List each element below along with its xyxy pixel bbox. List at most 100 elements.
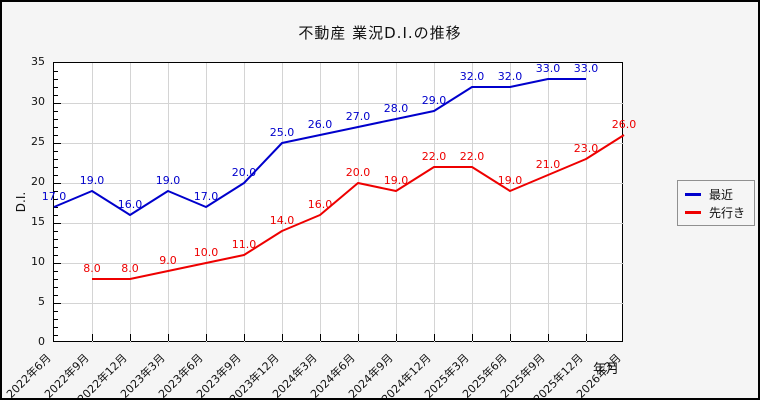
x-tick	[586, 334, 587, 341]
data-point-label: 33.0	[535, 62, 561, 75]
data-point-label: 9.0	[159, 254, 177, 267]
plot-area: 17.0 19.0 16.0 19.0 17.0 20.0 25.0 26.0 27.0 28.0…	[42, 62, 636, 343]
y-major-tick	[54, 103, 61, 104]
y-minor-tick	[54, 207, 58, 208]
y-minor-tick	[54, 319, 58, 320]
data-point-label: 22.0	[459, 150, 485, 163]
data-point-label: 14.0	[269, 214, 295, 227]
y-tick-label: 30	[31, 95, 45, 108]
data-point-label: 19.0	[497, 174, 523, 187]
data-point-label: 32.0	[459, 70, 485, 83]
gridline-vertical	[320, 63, 321, 343]
gridline-vertical	[206, 63, 207, 343]
x-tick	[434, 334, 435, 341]
x-tick	[282, 334, 283, 341]
x-tick	[396, 334, 397, 341]
y-minor-tick	[54, 127, 58, 128]
data-point-label: 25.0	[269, 126, 295, 139]
y-tick-label: 0	[38, 335, 45, 348]
data-point-label: 29.0	[421, 94, 447, 107]
y-minor-tick	[54, 327, 58, 328]
y-major-tick	[54, 143, 61, 144]
gridline-vertical	[282, 63, 283, 343]
gridline-horizontal	[54, 103, 624, 104]
y-minor-tick	[54, 311, 58, 312]
gridline-horizontal	[54, 183, 624, 184]
x-tick	[92, 334, 93, 341]
y-axis-title: D.I.	[14, 191, 28, 213]
x-tick	[130, 334, 131, 341]
y-minor-tick	[54, 239, 58, 240]
chart-title: 不動産 業況D.I.の推移	[298, 24, 462, 42]
data-point-label: 8.0	[121, 262, 139, 275]
y-minor-tick	[54, 247, 58, 248]
y-minor-tick	[54, 79, 58, 80]
y-minor-tick	[54, 335, 58, 336]
y-minor-tick	[54, 191, 58, 192]
gridline-vertical	[168, 63, 169, 343]
data-point-label: 20.0	[345, 166, 371, 179]
legend-line-sample	[685, 210, 701, 214]
data-point-label: 33.0	[573, 62, 599, 75]
data-point-label: 8.0	[83, 262, 101, 275]
gridline-vertical	[472, 63, 473, 343]
x-tick	[168, 334, 169, 341]
data-point-label: 11.0	[231, 238, 257, 251]
x-tick	[206, 334, 207, 341]
legend-item-0: 最近	[678, 185, 754, 203]
y-minor-tick	[54, 255, 58, 256]
data-point-label: 17.0	[41, 190, 67, 203]
data-point-label: 19.0	[155, 174, 181, 187]
y-tick-label: 10	[31, 255, 45, 268]
y-tick-label: 15	[31, 215, 45, 228]
series-lines	[53, 78, 625, 280]
series-line-1	[92, 134, 625, 280]
y-major-tick	[54, 183, 61, 184]
y-tick-label: 20	[31, 175, 45, 188]
gridline-vertical	[434, 63, 435, 343]
gridline-horizontal	[54, 263, 624, 264]
y-minor-tick	[54, 95, 58, 96]
gridline-vertical	[548, 63, 549, 343]
legend-item-label: 先行き	[709, 205, 746, 220]
gridline-vertical	[510, 63, 511, 343]
data-point-label: 17.0	[193, 190, 219, 203]
y-minor-tick	[54, 271, 58, 272]
x-tick	[358, 334, 359, 341]
gridline-horizontal	[54, 223, 624, 224]
legend-box: 最近先行き	[677, 180, 755, 226]
y-minor-tick	[54, 199, 58, 200]
gridline-horizontal	[54, 303, 624, 304]
data-point-label: 19.0	[79, 174, 105, 187]
data-point-label: 28.0	[383, 102, 409, 115]
x-tick	[472, 334, 473, 341]
data-point-label: 16.0	[117, 198, 143, 211]
gridline-vertical	[92, 63, 93, 343]
x-tick	[548, 334, 549, 341]
gridline-vertical	[586, 63, 587, 343]
gridline-vertical	[244, 63, 245, 343]
y-minor-tick	[54, 87, 58, 88]
x-axis-title: 年月	[593, 362, 620, 377]
y-minor-tick	[54, 119, 58, 120]
gridline-vertical	[396, 63, 397, 343]
gridline-vertical	[358, 63, 359, 343]
y-tick-label: 25	[31, 135, 45, 148]
data-point-label: 19.0	[383, 174, 409, 187]
data-point-label: 20.0	[231, 166, 257, 179]
y-tick-label: 35	[31, 55, 45, 68]
y-minor-tick	[54, 175, 58, 176]
gridline-vertical	[130, 63, 131, 343]
gridline-horizontal	[54, 143, 624, 144]
y-major-tick	[54, 303, 61, 304]
x-tick	[244, 334, 245, 341]
y-major-tick	[54, 263, 61, 264]
series-line-0	[53, 78, 586, 216]
y-minor-tick	[54, 295, 58, 296]
data-point-label: 27.0	[345, 110, 371, 123]
y-minor-tick	[54, 215, 58, 216]
data-point-label: 26.0	[307, 118, 333, 131]
y-minor-tick	[54, 279, 58, 280]
data-point-label: 22.0	[421, 150, 447, 163]
